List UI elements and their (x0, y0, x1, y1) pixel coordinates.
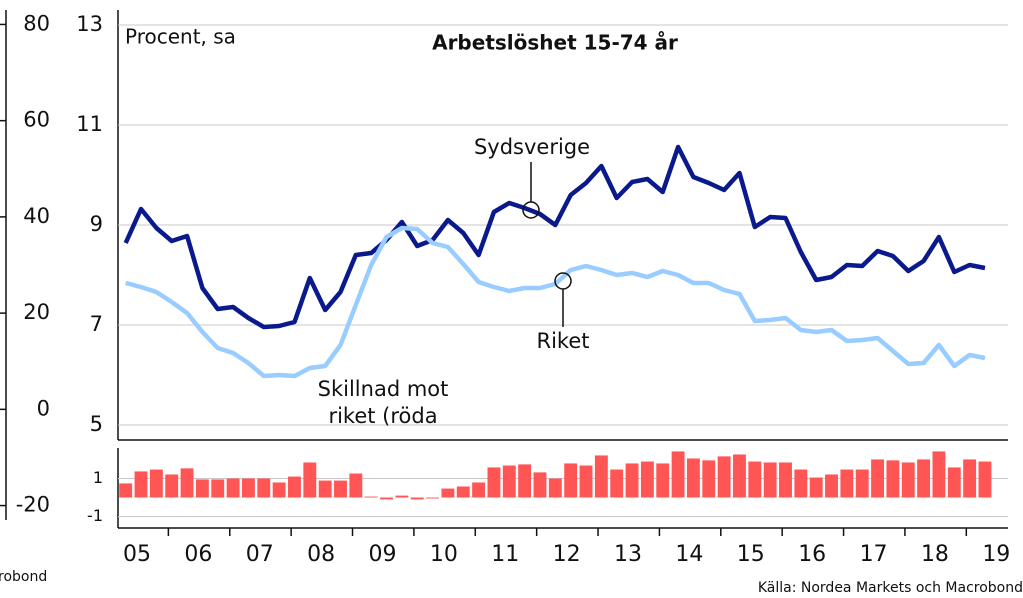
bar (717, 456, 731, 498)
bar (334, 480, 347, 498)
y-tick-label: 20 (23, 300, 50, 324)
bar (978, 461, 992, 498)
bar (318, 480, 332, 498)
bar (257, 478, 271, 498)
bar (518, 464, 532, 498)
y-tick-label: 1 (93, 468, 103, 487)
y-tick-label: 80 (23, 11, 50, 35)
x-tick-label: 07 (246, 542, 274, 567)
x-tick-label: 13 (614, 542, 642, 567)
series-line (125, 225, 986, 379)
subtitle: Procent, sa (125, 25, 236, 49)
x-tick-label: 05 (123, 542, 151, 567)
source-left: robond (0, 569, 47, 585)
bar (472, 482, 486, 498)
annotation-group: Skillnad mot riket (röda (318, 377, 449, 428)
bar (763, 462, 777, 498)
y-tick-label: 60 (23, 108, 50, 132)
bar (226, 478, 240, 498)
leader-circle (554, 272, 572, 290)
bar (134, 471, 148, 498)
bar (748, 461, 762, 498)
bar (733, 454, 746, 498)
x-tick-label: 14 (675, 542, 703, 567)
bar (548, 478, 562, 498)
bar (364, 496, 378, 498)
y-tick-label: 0 (37, 396, 50, 420)
bar (380, 497, 393, 500)
bar (502, 465, 516, 498)
bar (917, 459, 931, 498)
bar (149, 469, 163, 498)
bar (671, 451, 685, 498)
x-tick-label: 09 (369, 542, 397, 567)
bar (640, 461, 654, 498)
x-tick-label: 16 (798, 542, 826, 567)
bar (610, 469, 624, 498)
bar (195, 479, 209, 498)
x-tick-label: 10 (430, 542, 458, 567)
annotation: Skillnad mot (318, 377, 449, 401)
bar (579, 465, 593, 498)
y-tick-label: 9 (90, 212, 103, 236)
x-tick-label: 15 (737, 542, 765, 567)
bar (656, 463, 670, 498)
x-tick-label: 17 (860, 542, 888, 567)
bar (594, 455, 608, 498)
bar (564, 463, 578, 498)
bar (303, 462, 317, 498)
x-tick-label: 08 (307, 542, 335, 567)
legend-label: Sydsverige (474, 135, 590, 159)
x-tick-label: 12 (553, 542, 581, 567)
bar (349, 473, 363, 498)
bar (533, 472, 547, 498)
y-tick-label: -20 (16, 493, 50, 517)
x-tick-label: 18 (921, 542, 949, 567)
x-tick-label: 19 (982, 542, 1010, 567)
bar (272, 482, 286, 498)
bar (441, 488, 455, 498)
bar (211, 479, 225, 498)
bar (625, 463, 639, 498)
bar (426, 497, 440, 499)
bar (855, 469, 869, 498)
y-tick-label: 40 (23, 204, 50, 228)
bar (871, 459, 885, 498)
bar (932, 451, 946, 498)
bar (686, 458, 700, 498)
bar (288, 476, 301, 498)
x-tick-label: 06 (184, 542, 212, 567)
y-tick-label: 13 (76, 12, 103, 36)
y-tick-label: -1 (87, 506, 103, 525)
leader-circle (522, 201, 540, 219)
bar (456, 486, 470, 498)
bar (794, 469, 808, 498)
bar (702, 460, 716, 498)
bar (886, 460, 900, 498)
source: Källa: Nordea Markets och Macrobond (758, 580, 1023, 596)
bar (779, 462, 792, 498)
bar (241, 478, 255, 498)
bar (180, 468, 194, 498)
bar (487, 467, 501, 498)
bar (825, 474, 838, 498)
legend-label: Riket (537, 329, 590, 353)
x-tick-label: 11 (491, 542, 519, 567)
bar (901, 462, 915, 498)
bar (119, 483, 133, 498)
series-line (123, 144, 986, 330)
y-tick-label: 7 (90, 312, 103, 336)
y-tick-label: 5 (90, 412, 103, 436)
bar (165, 474, 179, 498)
annotation: riket (röda (328, 404, 437, 428)
bar (809, 477, 823, 498)
bar (395, 495, 409, 498)
bar (963, 459, 977, 498)
bar (947, 467, 961, 498)
y-tick-label: 11 (76, 112, 103, 136)
bar (840, 469, 854, 498)
chart-title: Arbetslöshet 15-74 år (432, 31, 678, 55)
bar (410, 497, 424, 500)
